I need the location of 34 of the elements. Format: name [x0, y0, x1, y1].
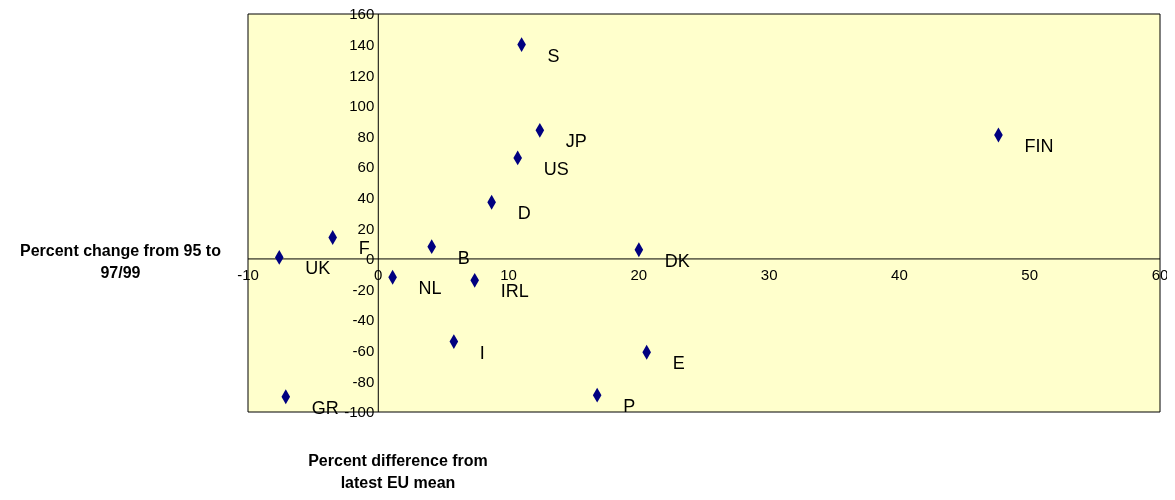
x-axis-title: Percent difference from latest EU mean: [308, 451, 488, 493]
y-axis-title: Percent change from 95 to 97/99: [19, 241, 222, 283]
annotation: I: [479, 342, 485, 363]
y-tick-label: -100: [344, 403, 375, 421]
y-tick-label: -60: [352, 342, 375, 360]
y-tick-label: 160: [349, 5, 375, 23]
y-tick-label: 100: [349, 97, 375, 115]
annotation: D: [517, 203, 531, 224]
x-tick-label: 10: [500, 265, 517, 283]
x-tick-label: 50: [1021, 265, 1039, 283]
y-tick-label: 20: [357, 219, 375, 237]
y-tick-label: -20: [352, 280, 375, 298]
y-tick-label: 40: [357, 189, 375, 207]
y-tick-label: -80: [352, 372, 375, 390]
y-tick-label: -40: [352, 311, 375, 329]
annotation: FIN: [1024, 135, 1054, 156]
y-tick-label: 80: [357, 127, 375, 145]
annotation: US: [543, 158, 569, 179]
y-tick-label: 120: [349, 66, 375, 84]
annotation: IRL: [500, 281, 529, 302]
annotation: JP: [565, 131, 587, 152]
x-tick-label: 30: [760, 265, 778, 283]
x-tick-label: 60: [1151, 265, 1169, 283]
x-tick-label: 20: [630, 265, 648, 283]
y-tick-label: 60: [357, 158, 375, 176]
y-tick-label: 140: [349, 35, 375, 53]
annotation: S: [547, 45, 560, 66]
annotation: E: [672, 353, 685, 374]
annotation: NL: [418, 278, 442, 299]
x-tick-label: -10: [237, 265, 259, 283]
x-tick-label: 40: [891, 265, 908, 283]
annotation: P: [623, 396, 636, 417]
annotation: GR: [311, 397, 339, 418]
annotation: UK: [305, 258, 331, 279]
